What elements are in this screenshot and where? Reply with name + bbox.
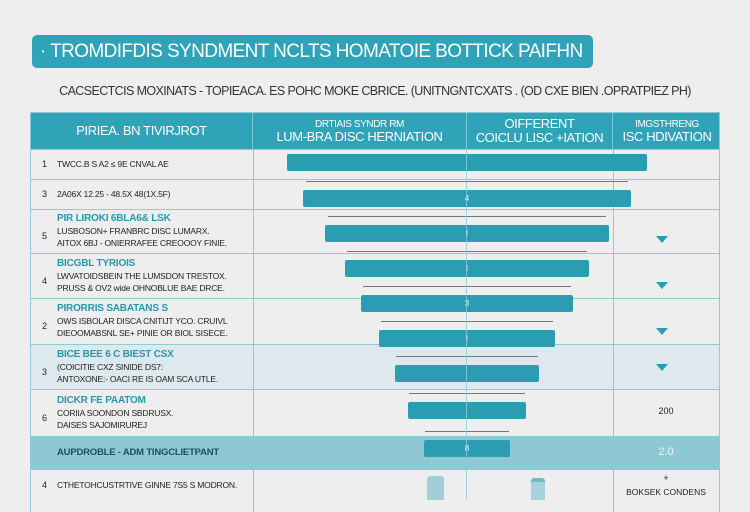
- table-row: AUPDROBLE - ADM TINGCLIETPANT: [31, 436, 719, 469]
- row-number: 4: [42, 275, 48, 286]
- row-heading: DICKR FE PAATOM: [57, 394, 146, 406]
- row-line: CTHETOHCUSTRTIVE GINNE 7S5 S MODRON.: [57, 480, 237, 490]
- triangle-down-icon: [656, 282, 668, 289]
- page-title: · TROMDIFDIS SYNDMENT NCLTS HOMATOIE BOT…: [32, 35, 593, 68]
- header-col4-sub: IMGSTHRENG: [635, 118, 699, 130]
- row-line: AITOX 6BJ - ONIERRAFEE CREOOOY FINIE.: [57, 238, 227, 248]
- row-line: PRUSS & OV2 wide OHNOBLUE BAE DRCE.: [57, 282, 225, 293]
- table-row: 6 DICKR FE PAATOM CORIIA SOONDON SBDRUSX. D…: [31, 389, 719, 436]
- col4-bottom-text: BOKSEK CONDENS: [626, 487, 706, 497]
- row-line: LUSBOSON+ FRANBRC DISC LUMARX.: [57, 226, 210, 236]
- header-col3-label: COICLU LISC +IATION: [475, 130, 604, 145]
- row-number: 3: [42, 189, 48, 199]
- row-line: DAISES SAJOMIRUREJ: [57, 419, 147, 430]
- row-text: PIR LIROKI 6BLA6& LSK LUSBOSON+ FRANBRC D…: [57, 213, 227, 249]
- center-line: [466, 148, 467, 500]
- row-number: 1: [42, 159, 48, 169]
- mini-bar: [427, 476, 444, 500]
- table-row: 1 TWCC.B S A2 ≤ 9E CNVAL AE: [31, 149, 719, 179]
- row-heading: BICE BEE 6 C BIEST CSX: [57, 348, 174, 360]
- row-heading: PIRORRIS SABATANS S: [57, 303, 168, 314]
- row-heading: PIR LIROKI 6BLA6& LSK: [57, 213, 171, 224]
- header-col2-sub: DRTIAIS SYNDR RM: [315, 118, 404, 130]
- col4-value: 200: [658, 406, 674, 416]
- row-number: 4: [42, 480, 48, 490]
- row-text: BICE BEE 6 C BIEST CSX (COICITIE CXZ SINI…: [57, 349, 218, 385]
- row-line: CORIIA SOONDON SBDRUSX.: [57, 407, 174, 418]
- header-col3-sub: OIFFERENT: [504, 116, 575, 131]
- header-col1-label: PIRIEA. BN TIVIRJROT: [76, 123, 207, 138]
- row-line: TWCC.B S A2 ≤ 9E CNVAL AE: [57, 159, 169, 169]
- header-col4: IMGSTHRENG ISC HDIVATION: [613, 113, 721, 149]
- row-heading: BICGBL TYRIOIS: [57, 257, 136, 269]
- header-col4-label: ISC HDIVATION: [622, 128, 712, 144]
- row-text: 2A06X 12.25 - 48.5X 48(1X.5F): [57, 188, 170, 200]
- row-text: DICKR FE PAATOM CORIIA SOONDON SBDRUSX. DA…: [57, 394, 174, 431]
- column-divider: [613, 149, 614, 512]
- row-line: LWVATOIDSBEIN THE LUMSDON TRESTOX.: [57, 270, 227, 281]
- row-text: AUPDROBLE - ADM TINGCLIETPANT: [57, 447, 219, 459]
- row-line: DIEOOMABSNL SE+ PINIE OR BIOL SISECE.: [57, 328, 228, 338]
- table-row: 4 BICGBL TYRIOIS LWVATOIDSBEIN THE LUMSDON…: [31, 253, 719, 298]
- row-number: 5: [42, 231, 48, 241]
- row-line: (COICITIE CXZ SINIDE DS7:: [57, 361, 163, 372]
- column-divider: [253, 149, 254, 512]
- header-col2: DRTIAIS SYNDR RM LUM-BRA DISC HERNIATION: [253, 113, 467, 149]
- row-text: CTHETOHCUSTRTIVE GINNE 7S5 S MODRON.: [57, 479, 237, 491]
- row-text: TWCC.B S A2 ≤ 9E CNVAL AE: [57, 158, 169, 170]
- table-header: PIRIEA. BN TIVIRJROT DRTIAIS SYNDR RM LUM…: [31, 113, 719, 149]
- row-line: ANTOXONE:- OACI RE IS OAM SCA UTLE.: [57, 373, 218, 384]
- subtitle: CACSECTCIS MOXINATS - TOPIEACA. ES POHC …: [59, 84, 691, 98]
- row-number: 2: [42, 321, 48, 331]
- header-col3: OIFFERENT COICLU LISC +IATION: [467, 113, 613, 149]
- funnel-bar: [287, 154, 647, 171]
- triangle-down-icon: [656, 328, 668, 335]
- header-col2-label: LUM-BRA DISC HERNIATION: [276, 128, 443, 144]
- table-row: 3 BICE BEE 6 C BIEST CSX (COICITIE CXZ SIN…: [31, 344, 719, 389]
- funnel-bar: [395, 365, 539, 382]
- comparison-table: PIRIEA. BN TIVIRJROT DRTIAIS SYNDR RM LUM…: [30, 112, 720, 512]
- row-text: PIRORRIS SABATANS S OWS ISBOLAR DISCA CNI…: [57, 303, 228, 339]
- row-line: 2A06X 12.25 - 48.5X 48(1X.5F): [57, 189, 171, 199]
- header-col1: PIRIEA. BN TIVIRJROT: [31, 113, 253, 149]
- table-row: 5 PIR LIROKI 6BLA6& LSK LUSBOSON+ FRANBRC …: [31, 209, 719, 253]
- row-line: OWS ISBOLAR DISCA CNITIJT YCO. CRUIVL: [57, 316, 228, 326]
- row-number: 3: [42, 366, 48, 377]
- row-line: AUPDROBLE - ADM TINGCLIETPANT: [57, 446, 220, 458]
- col4-value-highlight: 2.0: [658, 446, 674, 458]
- row-text: BICGBL TYRIOIS LWVATOIDSBEIN THE LUMSDON …: [57, 258, 227, 294]
- table-row: 4 CTHETOHCUSTRTIVE GINNE 7S5 S MODRON.: [31, 469, 719, 501]
- plus-icon: +: [663, 473, 669, 483]
- triangle-down-icon: [656, 364, 668, 371]
- triangle-down-icon: [656, 236, 668, 243]
- mini-bar: [531, 478, 545, 500]
- table-row: 3 2A06X 12.25 - 48.5X 48(1X.5F): [31, 179, 719, 209]
- row-number: 6: [42, 412, 48, 423]
